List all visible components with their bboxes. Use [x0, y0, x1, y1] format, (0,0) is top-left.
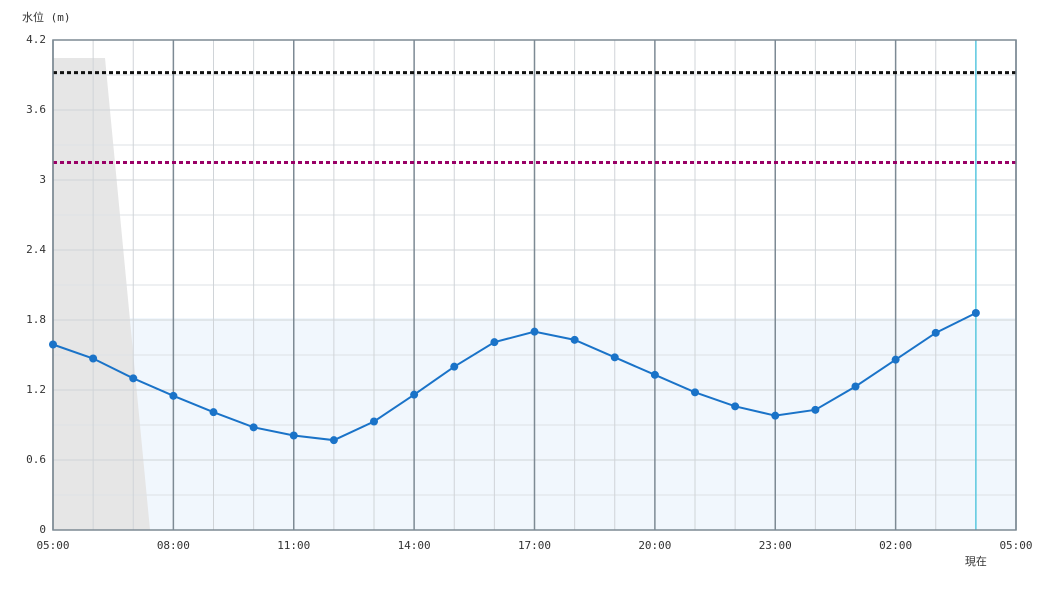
x-tick-label: 11:00 [277, 539, 310, 552]
level-band [130, 318, 1016, 530]
data-point [931, 328, 940, 337]
data-point [49, 340, 57, 349]
y-tick-label: 3.6 [26, 103, 46, 116]
data-point [530, 327, 539, 336]
data-point [249, 423, 258, 432]
x-tick-label: 02:00 [879, 539, 912, 552]
data-point [289, 431, 298, 440]
y-tick-label: 0 [39, 523, 46, 536]
y-tick-label: 1.8 [26, 313, 46, 326]
y-tick-label: 4.2 [26, 33, 46, 46]
data-point [89, 354, 98, 363]
data-point [129, 374, 138, 383]
data-point [490, 338, 499, 347]
current-label: 現在 [965, 555, 987, 568]
data-point [691, 388, 699, 397]
data-point [450, 362, 459, 371]
data-point [370, 417, 378, 426]
data-point [891, 355, 900, 364]
data-point [971, 309, 980, 317]
data-point [851, 382, 860, 391]
x-tick-label: 08:00 [157, 539, 190, 552]
data-point [410, 390, 419, 399]
data-point [650, 370, 659, 379]
series-line [52, 312, 977, 442]
data-point [169, 391, 178, 400]
plot-frame [52, 39, 1017, 531]
y-axis-label: 水位 (m) [22, 10, 71, 24]
data-point [771, 411, 780, 420]
y-tick-label: 0.6 [26, 453, 46, 466]
x-tick-label: 05:00 [36, 539, 69, 552]
data-point [731, 402, 740, 411]
y-tick-label: 2.4 [26, 243, 46, 256]
x-tick-label: 17:00 [518, 539, 551, 552]
x-tick-label: 20:00 [638, 539, 671, 552]
x-tick-label: 14:00 [398, 539, 431, 552]
data-point [610, 353, 619, 362]
x-tick-label: 05:00 [999, 539, 1032, 552]
data-point [329, 436, 338, 445]
data-point [209, 408, 218, 417]
x-tick-label: 23:00 [759, 539, 792, 552]
y-tick-label: 3 [39, 173, 46, 186]
data-point [570, 335, 579, 344]
y-tick-label: 1.2 [26, 383, 46, 396]
past-area [53, 58, 150, 530]
data-point [811, 405, 820, 414]
